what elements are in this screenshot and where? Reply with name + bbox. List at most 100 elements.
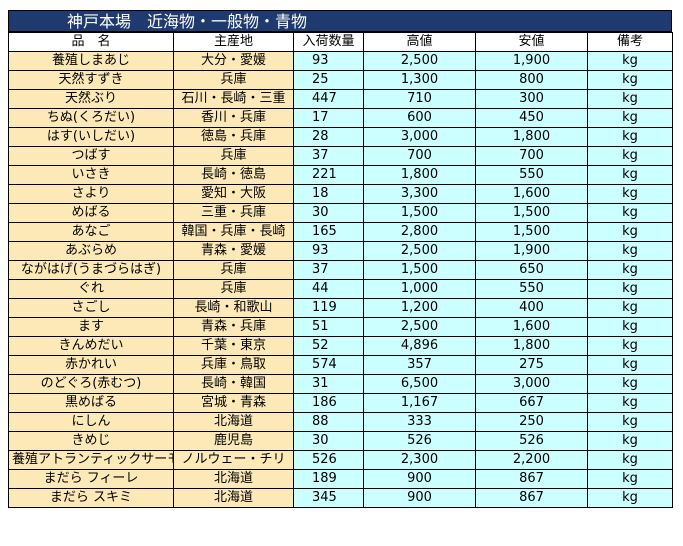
fish-name-cell: ます xyxy=(8,317,174,337)
high-price-cell: 1,000 xyxy=(363,279,476,299)
origin-cell: 千葉・東京 xyxy=(173,336,294,356)
high-price-cell: 2,500 xyxy=(363,51,476,71)
unit-cell: kg xyxy=(587,279,673,299)
unit-cell: kg xyxy=(587,222,673,242)
unit-cell: kg xyxy=(587,298,673,318)
fish-name-cell: まだら スキミ xyxy=(8,488,174,508)
unit-cell: kg xyxy=(587,165,673,185)
quantity-cell: 165 xyxy=(293,222,364,242)
high-price-cell: 1,200 xyxy=(363,298,476,318)
table-row: あなご 韓国・兵庫・長崎 165 2,800 1,500 kg xyxy=(8,222,673,242)
origin-cell: 兵庫 xyxy=(173,260,294,280)
table-row: 養殖しまあじ 大分・愛媛 93 2,500 1,900 kg xyxy=(8,51,673,71)
low-price-cell: 250 xyxy=(475,412,588,432)
table-row: 天然すずき 兵庫 25 1,300 800 kg xyxy=(8,70,673,90)
fish-name-cell: あなご xyxy=(8,222,174,242)
fish-name-cell: 天然すずき xyxy=(8,70,174,90)
table-row: めばる 三重・兵庫 30 1,500 1,500 kg xyxy=(8,203,673,223)
origin-cell: 北海道 xyxy=(173,488,294,508)
quantity-cell: 119 xyxy=(293,298,364,318)
low-price-cell: 1,900 xyxy=(475,241,588,261)
low-price-cell: 1,800 xyxy=(475,127,588,147)
high-price-cell: 1,800 xyxy=(363,165,476,185)
quantity-cell: 93 xyxy=(293,51,364,71)
origin-cell: 兵庫 xyxy=(173,70,294,90)
table-row: つばす 兵庫 37 700 700 kg xyxy=(8,146,673,166)
low-price-cell: 867 xyxy=(475,469,588,489)
low-price-cell: 650 xyxy=(475,260,588,280)
quantity-cell: 30 xyxy=(293,431,364,451)
low-price-cell: 550 xyxy=(475,279,588,299)
origin-cell: 兵庫 xyxy=(173,146,294,166)
table-row: あぶらめ 青森・愛媛 93 2,500 1,900 kg xyxy=(8,241,673,261)
high-price-cell: 526 xyxy=(363,431,476,451)
unit-cell: kg xyxy=(587,51,673,71)
origin-cell: 北海道 xyxy=(173,469,294,489)
high-price-cell: 1,300 xyxy=(363,70,476,90)
header-high-price: 高値 xyxy=(363,32,476,52)
fish-name-cell: つばす xyxy=(8,146,174,166)
quantity-cell: 18 xyxy=(293,184,364,204)
quantity-cell: 189 xyxy=(293,469,364,489)
origin-cell: 長崎・和歌山 xyxy=(173,298,294,318)
unit-cell: kg xyxy=(587,469,673,489)
fish-name-cell: さごし xyxy=(8,298,174,318)
origin-cell: 長崎・韓国 xyxy=(173,374,294,394)
table-row: のどぐろ(赤むつ) 長崎・韓国 31 6,500 3,000 kg xyxy=(8,374,673,394)
low-price-cell: 1,600 xyxy=(475,184,588,204)
market-price-sheet: 神戸本場 近海物・一般物・青物 品 名 主産地 入荷数量 高値 安値 備考 養殖… xyxy=(8,10,673,508)
unit-cell: kg xyxy=(587,241,673,261)
high-price-cell: 357 xyxy=(363,355,476,375)
fish-name-cell: にしん xyxy=(8,412,174,432)
origin-cell: 石川・長崎・三重 xyxy=(173,89,294,109)
high-price-cell: 1,167 xyxy=(363,393,476,413)
table-row: 黒めばる 宮城・青森 186 1,167 667 kg xyxy=(8,393,673,413)
table-row: 天然ぶり 石川・長崎・三重 447 710 300 kg xyxy=(8,89,673,109)
unit-cell: kg xyxy=(587,260,673,280)
quantity-cell: 526 xyxy=(293,450,364,470)
high-price-cell: 2,500 xyxy=(363,241,476,261)
header-remarks: 備考 xyxy=(587,32,673,52)
unit-cell: kg xyxy=(587,127,673,147)
quantity-cell: 447 xyxy=(293,89,364,109)
fish-name-cell: あぶらめ xyxy=(8,241,174,261)
header-name: 品 名 xyxy=(8,32,174,52)
unit-cell: kg xyxy=(587,108,673,128)
quantity-cell: 17 xyxy=(293,108,364,128)
low-price-cell: 1,900 xyxy=(475,51,588,71)
fish-name-cell: きんめだい xyxy=(8,336,174,356)
fish-name-cell: さより xyxy=(8,184,174,204)
unit-cell: kg xyxy=(587,374,673,394)
price-table: 品 名 主産地 入荷数量 高値 安値 備考 養殖しまあじ 大分・愛媛 93 2,500… xyxy=(8,32,673,508)
table-row: ちぬ(くろだい) 香川・兵庫 17 600 450 kg xyxy=(8,108,673,128)
sheet-title: 神戸本場 近海物・一般物・青物 xyxy=(8,10,672,32)
table-row: いさき 長崎・徳島 221 1,800 550 kg xyxy=(8,165,673,185)
fish-name-cell: まだら フィーレ xyxy=(8,469,174,489)
low-price-cell: 1,800 xyxy=(475,336,588,356)
high-price-cell: 710 xyxy=(363,89,476,109)
low-price-cell: 450 xyxy=(475,108,588,128)
quantity-cell: 31 xyxy=(293,374,364,394)
unit-cell: kg xyxy=(587,450,673,470)
fish-name-cell: 天然ぶり xyxy=(8,89,174,109)
table-row: まだら フィーレ 北海道 189 900 867 kg xyxy=(8,469,673,489)
origin-cell: 兵庫 xyxy=(173,279,294,299)
fish-name-cell: ぐれ xyxy=(8,279,174,299)
quantity-cell: 345 xyxy=(293,488,364,508)
header-low-price: 安値 xyxy=(475,32,588,52)
unit-cell: kg xyxy=(587,355,673,375)
quantity-cell: 52 xyxy=(293,336,364,356)
high-price-cell: 700 xyxy=(363,146,476,166)
unit-cell: kg xyxy=(587,184,673,204)
fish-name-cell: いさき xyxy=(8,165,174,185)
high-price-cell: 4,896 xyxy=(363,336,476,356)
low-price-cell: 1,500 xyxy=(475,203,588,223)
table-row: きめじ 鹿児島 30 526 526 kg xyxy=(8,431,673,451)
fish-name-cell: ちぬ(くろだい) xyxy=(8,108,174,128)
fish-name-cell: きめじ xyxy=(8,431,174,451)
high-price-cell: 600 xyxy=(363,108,476,128)
low-price-cell: 667 xyxy=(475,393,588,413)
origin-cell: 大分・愛媛 xyxy=(173,51,294,71)
header-origin: 主産地 xyxy=(173,32,294,52)
